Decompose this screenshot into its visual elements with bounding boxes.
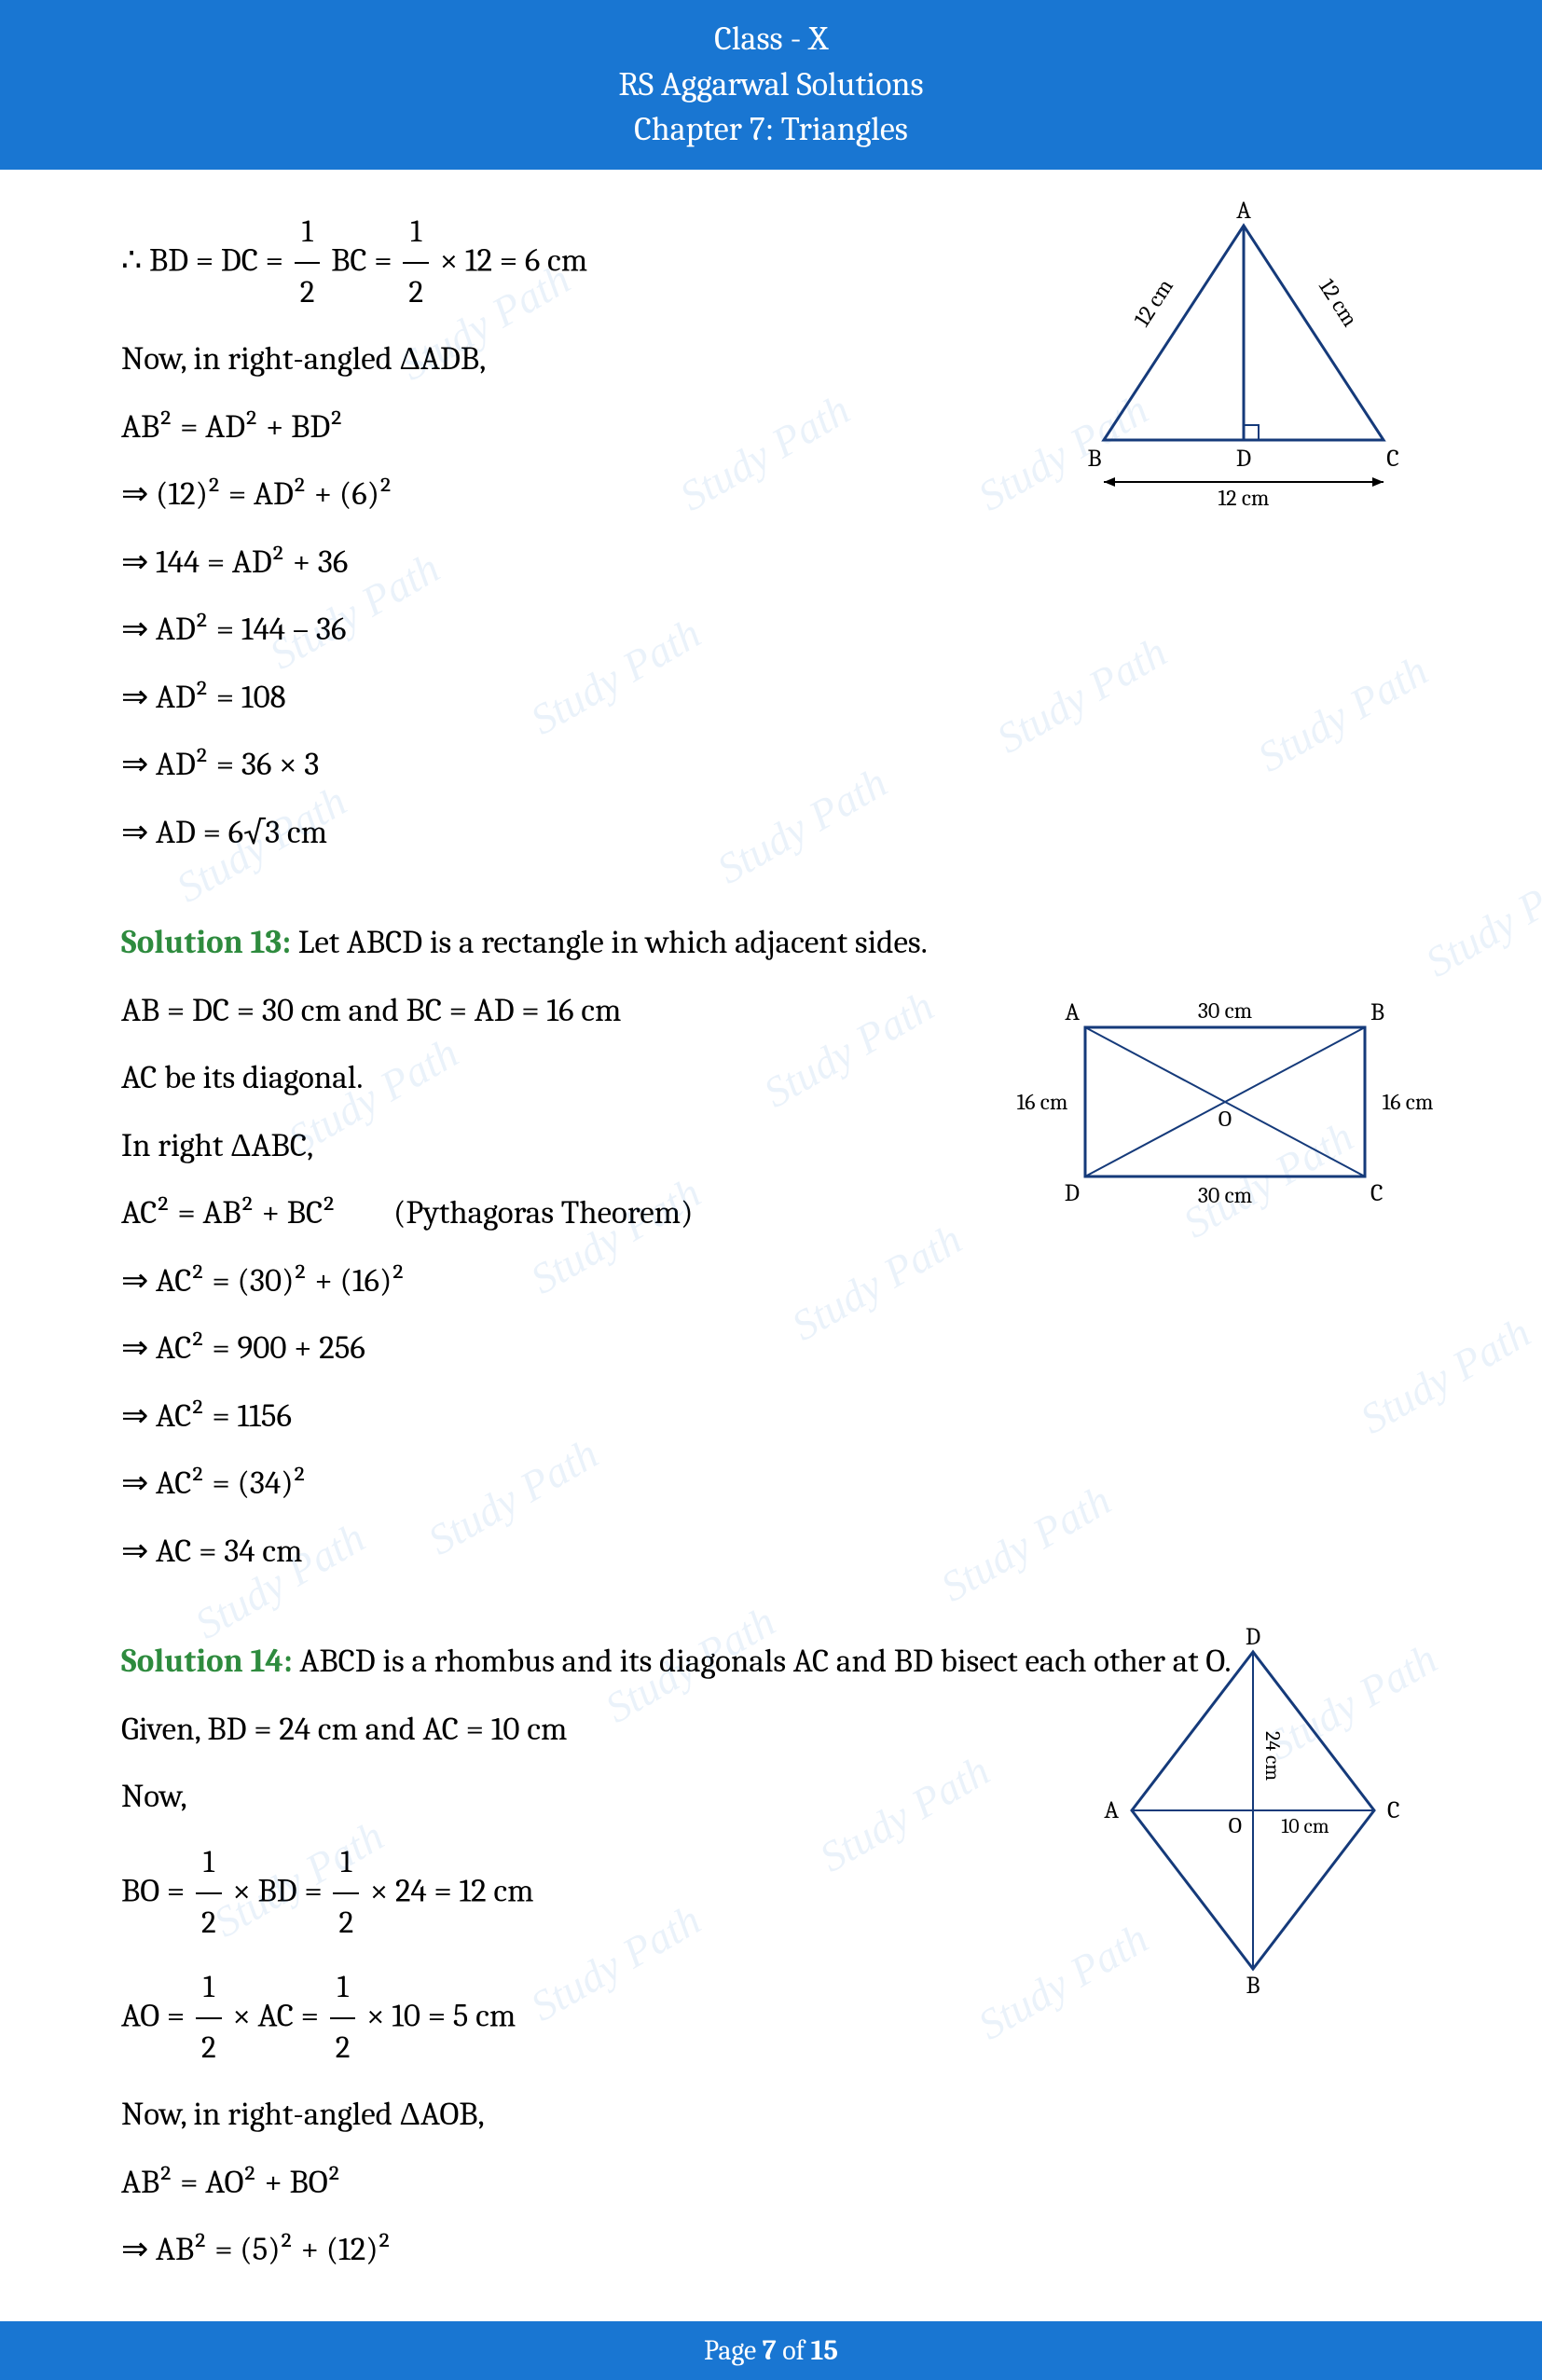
- solution-label: Solution 13:: [121, 923, 291, 961]
- center-O: O: [1229, 1812, 1242, 1838]
- watermark: Study Path: [1410, 836, 1542, 1000]
- fraction: 12: [196, 1834, 222, 1953]
- vertex-C: C: [1386, 445, 1399, 473]
- note: (Pythagoras Theorem): [393, 1193, 693, 1231]
- vertex-B: B: [1087, 445, 1101, 473]
- triangle-diagram: A B C D 12 cm 12 cm 12 cm: [1067, 198, 1421, 515]
- top-label: 30 cm: [1198, 997, 1253, 1024]
- text: BC =: [331, 241, 399, 279]
- right-label: 16 cm: [1383, 1089, 1434, 1115]
- vertex-A: A: [1104, 1796, 1119, 1824]
- text: ∴ BD = DC =: [121, 241, 291, 279]
- text: × AC =: [232, 1996, 325, 2034]
- text: × 24 = 12 cm: [370, 1871, 534, 1909]
- vertex-B: B: [1370, 998, 1384, 1026]
- text: × BD =: [232, 1871, 329, 1909]
- center-O: O: [1218, 1106, 1232, 1132]
- fraction: 12: [330, 1959, 356, 2078]
- text: AO =: [121, 1996, 192, 2034]
- footer-current: 7: [763, 2334, 777, 2367]
- vertex-C: C: [1370, 1179, 1384, 1207]
- triangle-svg: A B C D 12 cm 12 cm 12 cm: [1067, 198, 1421, 515]
- page-footer: Page 7 of 15: [0, 2321, 1542, 2380]
- sol13-line5: ⇒ AC² = (30)² + (16)²: [121, 1250, 1421, 1313]
- rectangle-diagram: A B C D O 30 cm 30 cm 16 cm 16 cm: [1001, 981, 1449, 1223]
- sol12-line5: ⇒ 144 = AD² + 36: [121, 531, 1421, 594]
- bottom-label: 30 cm: [1198, 1182, 1253, 1208]
- vertex-A: A: [1236, 198, 1251, 225]
- vertex-A: A: [1065, 998, 1080, 1026]
- rhombus-diagram: D A C B O 24 cm 10 cm: [1067, 1624, 1439, 1997]
- vertex-D: D: [1236, 445, 1251, 473]
- text: AC² = AB² + BC²: [121, 1193, 336, 1231]
- header-line-1: Class - X: [0, 17, 1542, 62]
- sol12-line6: ⇒ AD² = 144 – 36: [121, 598, 1421, 661]
- page: Class - X RS Aggarwal Solutions Chapter …: [0, 0, 1542, 2380]
- text: BO =: [121, 1871, 192, 1909]
- base-label: 12 cm: [1218, 485, 1270, 511]
- sol12-line7: ⇒ AD² = 108: [121, 667, 1421, 729]
- sol14-line7: ⇒ AB² = (5)² + (12)²: [121, 2219, 1421, 2281]
- sol14-line5: Now, in right-angled ΔAOB,: [121, 2084, 1421, 2146]
- vertex-D: D: [1065, 1179, 1080, 1207]
- vertex-C: C: [1387, 1796, 1400, 1824]
- fraction: 12: [333, 1834, 359, 1953]
- sol13-line9: ⇒ AC = 34 cm: [121, 1520, 1421, 1583]
- side-left-label: 12 cm: [1129, 273, 1179, 331]
- vertical-label: 24 cm: [1260, 1731, 1285, 1781]
- sol13-line6: ⇒ AC² = 900 + 256: [121, 1317, 1421, 1380]
- horizontal-label: 10 cm: [1281, 1814, 1329, 1838]
- header-line-3: Chapter 7: Triangles: [0, 107, 1542, 153]
- sol12-line8: ⇒ AD² = 36 × 3: [121, 734, 1421, 796]
- footer-mid: of: [777, 2334, 811, 2367]
- left-label: 16 cm: [1017, 1089, 1068, 1115]
- sol13-heading: Solution 13: Let ABCD is a rectangle in …: [121, 912, 1421, 974]
- sol13-line8: ⇒ AC² = (34)²: [121, 1452, 1421, 1515]
- page-header: Class - X RS Aggarwal Solutions Chapter …: [0, 0, 1542, 170]
- text: × 12 = 6 cm: [440, 241, 587, 279]
- fraction: 12: [295, 203, 321, 323]
- content-area: Study Path Study Path Study Path Study P…: [0, 170, 1542, 2380]
- rectangle-svg: A B C D O 30 cm 30 cm 16 cm 16 cm: [1001, 981, 1449, 1223]
- vertex-D: D: [1246, 1624, 1260, 1651]
- solution-label: Solution 14:: [121, 1642, 293, 1680]
- sol12-line9: ⇒ AD = 6√3 cm: [121, 802, 1421, 864]
- side-right-label: 12 cm: [1314, 274, 1364, 332]
- footer-prefix: Page: [704, 2334, 763, 2367]
- rhombus-svg: D A C B O 24 cm 10 cm: [1067, 1624, 1439, 1997]
- footer-total: 15: [811, 2334, 838, 2367]
- fraction: 12: [196, 1959, 222, 2078]
- fraction: 12: [403, 203, 429, 323]
- header-line-2: RS Aggarwal Solutions: [0, 62, 1542, 108]
- sol13-line7: ⇒ AC² = 1156: [121, 1385, 1421, 1448]
- text: × 10 = 5 cm: [366, 1996, 516, 2034]
- sol14-line6: AB² = AO² + BO²: [121, 2152, 1421, 2214]
- vertex-B: B: [1246, 1972, 1260, 1997]
- sol13-intro: Let ABCD is a rectangle in which adjacen…: [291, 923, 928, 961]
